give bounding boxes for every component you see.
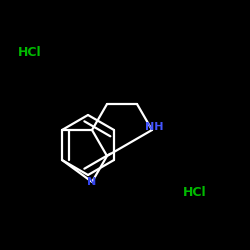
Text: HCl: HCl <box>183 186 206 200</box>
Text: NH: NH <box>145 122 163 132</box>
Text: HCl: HCl <box>18 46 42 59</box>
Text: N: N <box>88 177 97 187</box>
